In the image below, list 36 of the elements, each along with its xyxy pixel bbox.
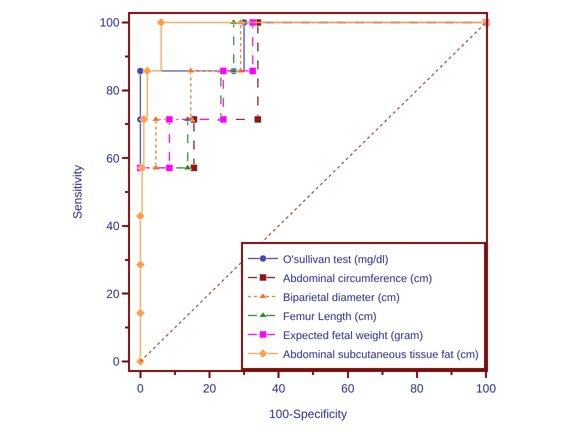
y-tick-label: 40	[106, 219, 120, 234]
point	[136, 211, 146, 221]
point	[248, 67, 256, 75]
x-tick-label: 100	[476, 381, 496, 396]
legend-label: Biparietal diameter (cm)	[283, 292, 400, 304]
point	[220, 67, 228, 75]
x-tick-label: 80	[410, 381, 424, 396]
point	[220, 116, 228, 124]
point	[137, 163, 147, 173]
point	[142, 66, 152, 76]
y-tick-label: 100	[100, 16, 120, 30]
point	[190, 164, 198, 172]
x-axis-title: 100-Specificity	[268, 406, 348, 421]
point	[136, 308, 146, 318]
x-tick-label: 60	[341, 381, 355, 396]
point	[166, 116, 174, 124]
y-axis-title: Sensitivity	[70, 164, 84, 220]
point	[156, 18, 166, 28]
x-tick-label: 40	[272, 381, 286, 396]
legend-label: Abdominal circumference (cm)	[283, 272, 432, 285]
x-tick-label: 20	[202, 381, 216, 396]
legend-label: Expected fetal weight (gram)	[283, 330, 424, 342]
x-tick-label: 0	[137, 381, 144, 396]
legend-label: Femur Length (cm)	[283, 310, 377, 323]
point	[166, 164, 174, 172]
y-tick-label: 80	[106, 83, 120, 98]
point	[136, 356, 146, 366]
point	[136, 67, 144, 75]
point	[139, 114, 149, 124]
y-tick-label: 60	[106, 151, 120, 166]
point	[254, 116, 262, 124]
legend-label: O'sullivan test (mg/dl)	[283, 254, 388, 266]
legend-label: Abdominal subcutaneous tissue fat (cm)	[283, 348, 479, 361]
point	[136, 260, 146, 270]
y-tick-label: 20	[106, 286, 120, 301]
y-tick-label: 0	[112, 354, 120, 369]
